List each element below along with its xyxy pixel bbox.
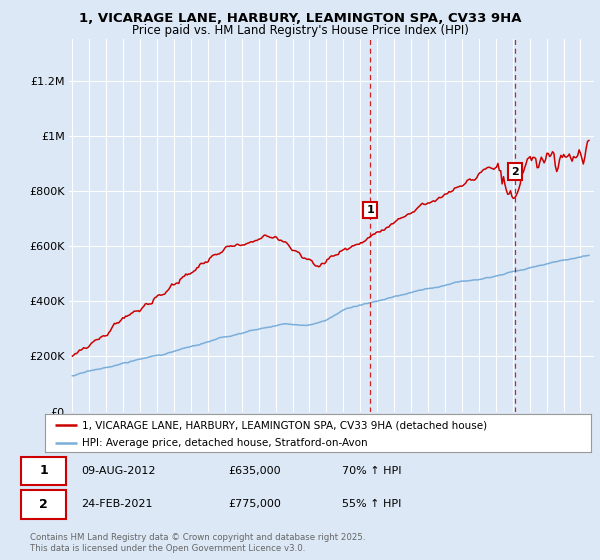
Text: Contains HM Land Registry data © Crown copyright and database right 2025.
This d: Contains HM Land Registry data © Crown c… <box>30 533 365 553</box>
Text: 70% ↑ HPI: 70% ↑ HPI <box>342 466 401 476</box>
Text: HPI: Average price, detached house, Stratford-on-Avon: HPI: Average price, detached house, Stra… <box>82 438 368 448</box>
Text: 1, VICARAGE LANE, HARBURY, LEAMINGTON SPA, CV33 9HA: 1, VICARAGE LANE, HARBURY, LEAMINGTON SP… <box>79 12 521 25</box>
Text: 09-AUG-2012: 09-AUG-2012 <box>81 466 155 476</box>
Text: £635,000: £635,000 <box>228 466 281 476</box>
Text: 55% ↑ HPI: 55% ↑ HPI <box>342 500 401 509</box>
Text: 24-FEB-2021: 24-FEB-2021 <box>81 500 152 509</box>
Text: 1: 1 <box>39 464 48 478</box>
Text: £775,000: £775,000 <box>228 500 281 509</box>
Text: 2: 2 <box>39 498 48 511</box>
Text: 2: 2 <box>511 167 519 176</box>
Text: Price paid vs. HM Land Registry's House Price Index (HPI): Price paid vs. HM Land Registry's House … <box>131 24 469 37</box>
FancyBboxPatch shape <box>21 490 66 519</box>
Text: 1, VICARAGE LANE, HARBURY, LEAMINGTON SPA, CV33 9HA (detached house): 1, VICARAGE LANE, HARBURY, LEAMINGTON SP… <box>82 420 487 430</box>
FancyBboxPatch shape <box>21 456 66 486</box>
Text: 1: 1 <box>367 205 374 215</box>
